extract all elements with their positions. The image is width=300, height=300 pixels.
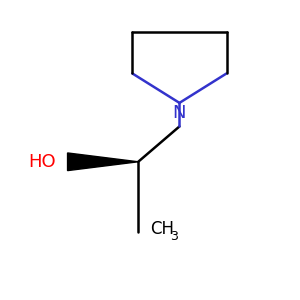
Text: N: N — [173, 104, 186, 122]
Polygon shape — [68, 153, 138, 171]
Text: CH: CH — [150, 220, 174, 238]
Text: 3: 3 — [170, 230, 178, 243]
Text: HO: HO — [28, 153, 56, 171]
